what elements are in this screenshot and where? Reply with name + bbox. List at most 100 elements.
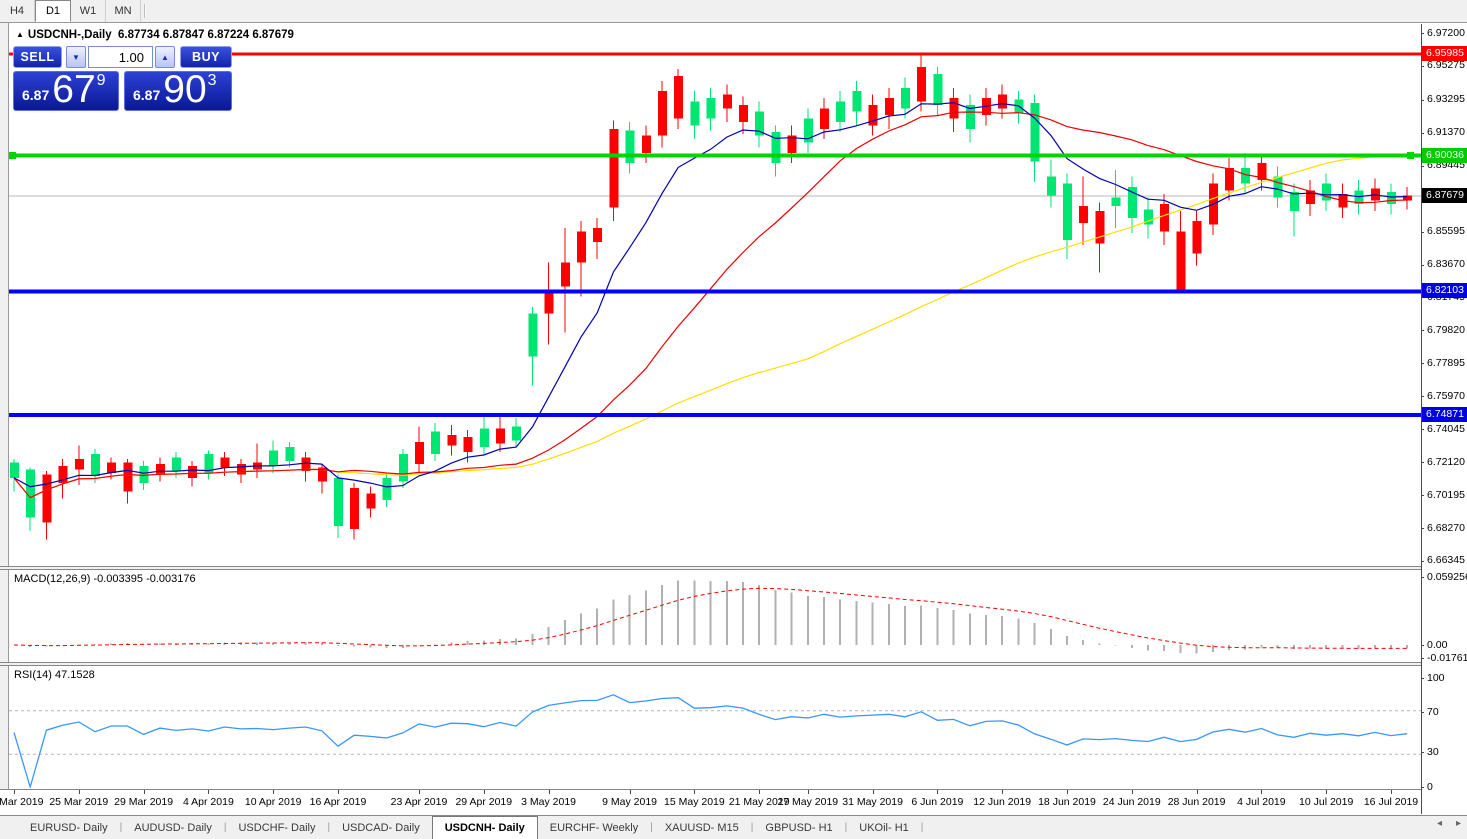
- chart-tab-gbpusd-h1[interactable]: GBPUSD- H1: [765, 821, 833, 834]
- chart-symbol-period: USDCNH-,Daily: [27, 29, 112, 41]
- support-blue-line-2-badge: 6.74871: [1422, 407, 1467, 423]
- timeframe-tab-mn[interactable]: MN: [106, 0, 141, 22]
- pivot-green-line-badge: 6.90036: [1422, 147, 1467, 163]
- rsi-axis-label: 100: [1427, 671, 1445, 684]
- date-tick-label: 29 Apr 2019: [455, 796, 513, 808]
- price-tick-label: 6.95275: [1427, 59, 1465, 72]
- support-blue-line-1-badge: 6.82103: [1422, 283, 1467, 299]
- rsi-axis-label: 0: [1427, 780, 1433, 793]
- tab-separator: |: [223, 822, 227, 833]
- chart-tab-eurusd-daily[interactable]: EURUSD- Daily: [30, 821, 108, 834]
- volume-input[interactable]: [88, 46, 153, 68]
- fast-ma-line: [13, 102, 1408, 488]
- price-tick-label: 6.72120: [1427, 455, 1465, 468]
- chevron-up-icon: ▲: [161, 52, 169, 62]
- volume-decrease-button[interactable]: ▼: [66, 46, 86, 68]
- candlesticks: [10, 53, 1413, 540]
- tab-separator: |: [750, 822, 754, 833]
- date-tick-label: 12 Jun 2019: [973, 796, 1032, 808]
- sell-price-pips: 67: [52, 68, 96, 112]
- chart-tab-usdcad-daily[interactable]: USDCAD- Daily: [342, 821, 420, 834]
- date-tick-label: 23 Apr 2019: [390, 796, 448, 808]
- scroll-left-icon[interactable]: ◂: [1436, 818, 1442, 829]
- buy-button[interactable]: BUY: [180, 46, 232, 68]
- chart-title: ▲ USDCNH-,Daily 6.87734 6.87847 6.87224 6…: [16, 29, 294, 41]
- chart-tab-usdchf-daily[interactable]: USDCHF- Daily: [238, 821, 316, 834]
- date-tick-label: 15 May 2019: [664, 796, 725, 808]
- tab-separator: |: [650, 822, 653, 833]
- sell-button[interactable]: SELL: [13, 46, 62, 68]
- date-tick-label: 25 Mar 2019: [49, 796, 109, 808]
- date-axis[interactable]: 19 Mar 2019 25 Mar 2019 29 Mar 2019 4 Apr 2…: [0, 789, 1421, 815]
- price-tick-label: 6.77895: [1427, 356, 1465, 369]
- tab-separator: |: [119, 822, 123, 833]
- buy-price-panel[interactable]: 6.87 90 3: [124, 68, 232, 112]
- buy-price-point: 3: [207, 72, 217, 89]
- collapse-triangle-icon[interactable]: ▲: [16, 30, 24, 39]
- price-tick-label: 6.79820: [1427, 323, 1465, 336]
- macd-axis-label: 0.059256: [1427, 570, 1467, 583]
- tab-separator: |: [327, 822, 331, 833]
- price-axis[interactable]: 6.97200 6.95275 6.93295 6.91370 6.89445 6.855…: [1421, 22, 1467, 814]
- pivot-green-line-handle[interactable]: [9, 152, 16, 160]
- rsi-line: [13, 694, 1408, 788]
- macd-pane[interactable]: [9, 570, 1421, 662]
- date-tick-label: 19 Mar 2019: [0, 796, 44, 808]
- price-tick-label: 6.75970: [1427, 389, 1465, 402]
- chart-tab-usdcnh-daily[interactable]: USDCNH- Daily: [431, 816, 538, 839]
- pivot-green-line-handle[interactable]: [1407, 152, 1414, 160]
- pane-splitter-macd[interactable]: [0, 566, 1467, 570]
- price-tick-label: 6.74045: [1427, 422, 1465, 435]
- price-tick-label: 6.70195: [1427, 488, 1465, 501]
- timeframe-tab-w1[interactable]: W1: [71, 0, 106, 22]
- chart-tab-eurchf-weekly[interactable]: EURCHF- Weekly: [549, 821, 639, 834]
- date-tick-label: 16 Apr 2019: [309, 796, 367, 808]
- date-tick-label: 18 Jun 2019: [1038, 796, 1096, 808]
- price-tick-label: 6.83670: [1427, 258, 1465, 271]
- rsi-pane[interactable]: [9, 666, 1421, 788]
- trade-controls-row: SELL ▼ ▲ BUY: [13, 46, 232, 69]
- rsi-axis-label: 70: [1427, 705, 1439, 718]
- price-tick-label: 6.91370: [1427, 126, 1465, 139]
- sell-price-prefix: 6.87: [22, 87, 50, 103]
- macd-label: MACD(12,26,9) -0.003395 -0.003176: [14, 573, 196, 585]
- timeframe-toolbar: H4 D1 W1 MN: [0, 0, 1467, 23]
- price-tick-label: 6.66345: [1427, 554, 1465, 567]
- price-tick-label: 6.97200: [1427, 26, 1465, 39]
- volume-increase-button[interactable]: ▲: [155, 46, 175, 68]
- date-tick-label: 16 Jul 2019: [1363, 796, 1419, 808]
- tab-scroll-buttons: ◂ ▸: [1437, 818, 1461, 829]
- chart-tab-ukoil-h1[interactable]: UKOil- H1: [859, 821, 909, 834]
- one-click-trading-panel: SELL ▼ ▲ BUY 6.87 67 9 6.87 90 3: [13, 46, 232, 111]
- sell-price-panel[interactable]: 6.87 67 9: [13, 68, 119, 112]
- chevron-down-icon: ▼: [72, 52, 80, 62]
- scroll-right-icon[interactable]: ▸: [1455, 818, 1461, 829]
- rsi-axis-label: 30: [1427, 745, 1439, 758]
- chart-tab-audusd-daily[interactable]: AUDUSD- Daily: [134, 821, 212, 834]
- date-tick-label: 24 Jun 2019: [1102, 796, 1161, 808]
- price-tick-label: 6.68270: [1427, 521, 1465, 534]
- timeframe-tab-d1[interactable]: D1: [35, 0, 71, 22]
- date-tick-label: 4 Jul 2019: [1237, 796, 1286, 808]
- price-tick-label: 6.85595: [1427, 225, 1465, 238]
- buy-price-pips: 90: [163, 68, 207, 112]
- axis-separator: [1421, 24, 1422, 814]
- pane-splitter-rsi[interactable]: [0, 662, 1467, 666]
- date-tick-label: 29 Mar 2019: [114, 796, 174, 808]
- date-tick-label: 10 Apr 2019: [244, 796, 302, 808]
- chart-tab-xauusd-m15[interactable]: XAUUSD- M15: [664, 821, 739, 834]
- date-tick-label: 10 Jul 2019: [1299, 796, 1354, 808]
- price-tick-label: 6.93295: [1427, 93, 1465, 106]
- resistance-red-line-badge: 6.95985: [1422, 45, 1467, 61]
- macd-signal-line: [13, 587, 1408, 649]
- price-pane[interactable]: [9, 24, 1421, 566]
- date-tick-label: 28 Jun 2019: [1167, 796, 1226, 808]
- date-tick-label: 21 May 2019: [728, 796, 790, 808]
- date-tick-label: 6 Jun 2019: [911, 796, 964, 808]
- chart-ohlc-quotes: 6.87734 6.87847 6.87224 6.87679: [118, 29, 294, 41]
- date-tick-label: 4 Apr 2019: [182, 796, 234, 808]
- buy-price-prefix: 6.87: [133, 87, 161, 103]
- date-tick-label: 3 May 2019: [521, 796, 577, 808]
- timeframe-tab-h4[interactable]: H4: [0, 0, 35, 22]
